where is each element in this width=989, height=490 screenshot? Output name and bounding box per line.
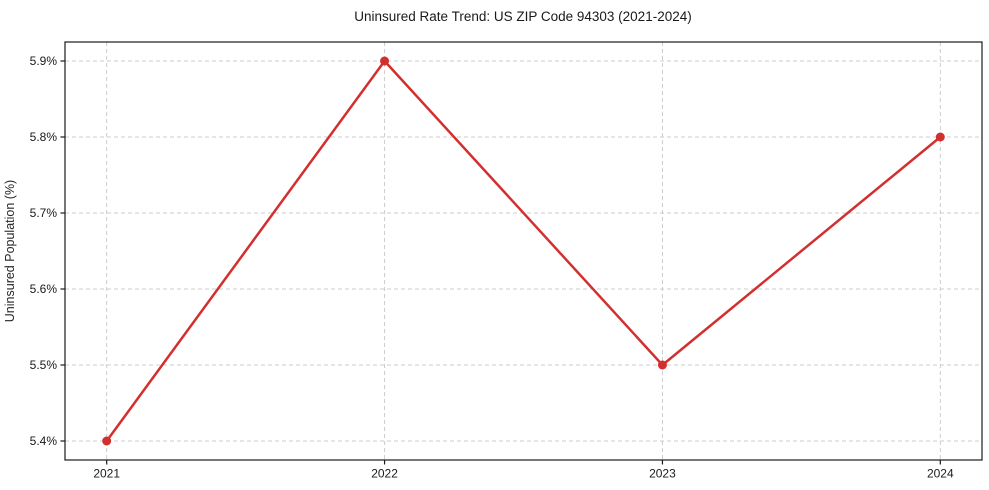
series-layer — [102, 56, 945, 446]
x-tick-label: 2024 — [927, 467, 954, 481]
trend-line — [105, 59, 942, 443]
data-point-marker — [657, 360, 667, 370]
x-tick-label: 2021 — [93, 467, 120, 481]
x-tick-label: 2023 — [649, 467, 676, 481]
plot-border — [64, 41, 983, 461]
x-tick-label: 2022 — [371, 467, 398, 481]
axis-layer: 2021 2022 2023 2024 5.4% 5.5% 5.6% 5.7% 5.8% 5.9% — [30, 41, 983, 481]
y-tick-label: 5.9% — [30, 54, 58, 68]
y-tick-label: 5.7% — [30, 206, 58, 220]
y-axis-label: Uninsured Population (%) — [3, 180, 17, 322]
data-point-marker — [102, 436, 112, 446]
y-tick-label: 5.5% — [30, 358, 58, 372]
y-tick-label: 5.8% — [30, 130, 58, 144]
y-tick-label: 5.6% — [30, 282, 58, 296]
y-tick-label: 5.4% — [30, 434, 58, 448]
data-point-marker — [935, 132, 945, 142]
chart-title: Uninsured Rate Trend: US ZIP Code 94303 … — [354, 9, 691, 24]
data-point-marker — [380, 56, 390, 66]
grid-layer — [65, 42, 982, 460]
